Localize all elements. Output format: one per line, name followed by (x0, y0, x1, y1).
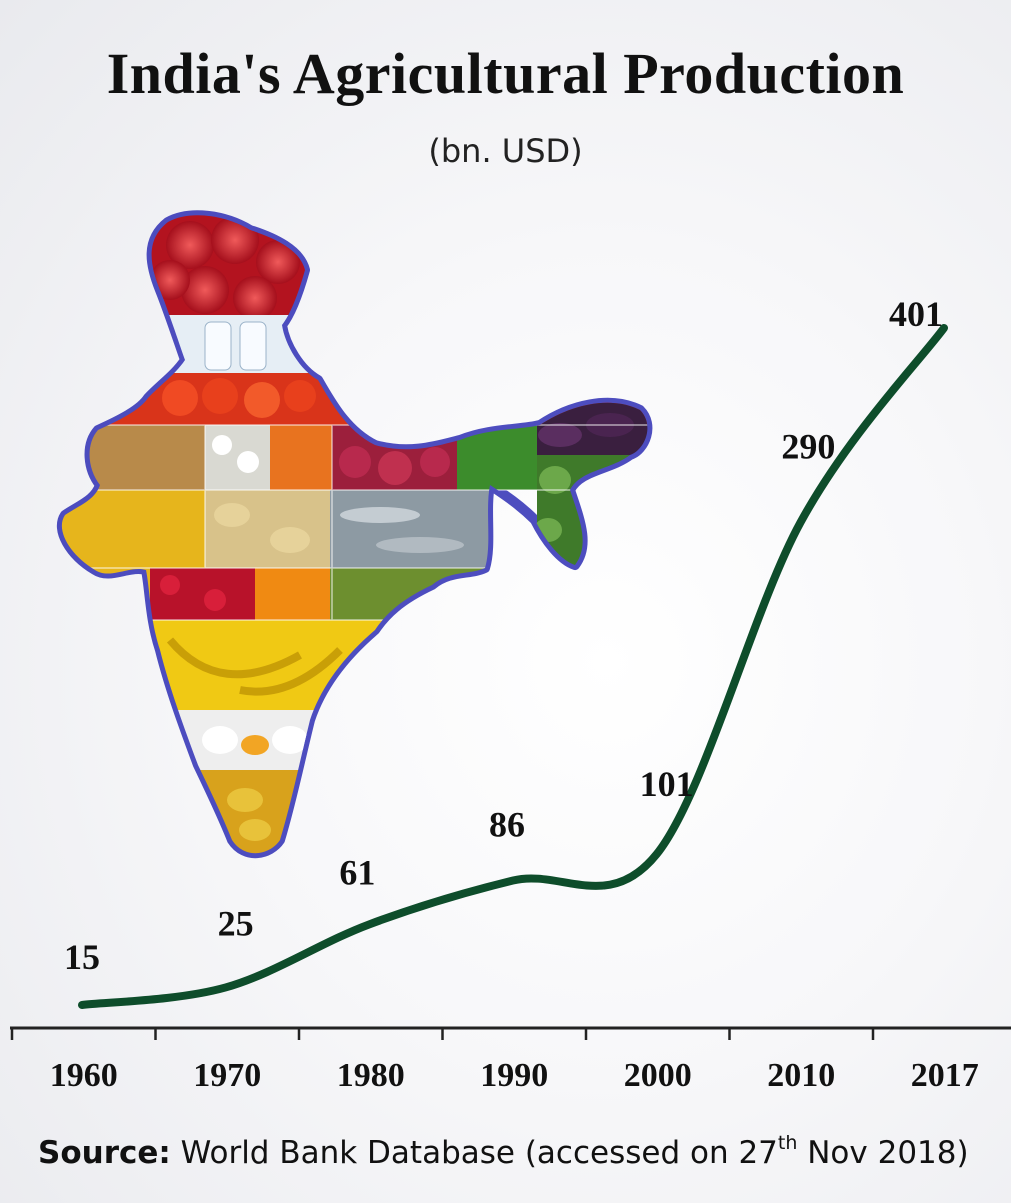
source-label: Source: (38, 1135, 171, 1171)
source-note: Source: World Bank Database (accessed on… (38, 1132, 969, 1172)
source-text-end: Nov 2018) (797, 1135, 969, 1171)
data-label: 15 (64, 937, 100, 977)
data-label: 86 (489, 804, 525, 844)
data-label: 290 (781, 427, 835, 467)
data-label: 61 (339, 852, 375, 892)
x-tick-label: 1980 (337, 1057, 405, 1094)
fish-region (330, 490, 490, 568)
apples-region (61, 215, 648, 315)
india-map-collage (56, 210, 653, 859)
source-text: World Bank Database (accessed on 27 (180, 1135, 778, 1171)
potatoes-region (205, 490, 330, 568)
x-tick-label: 1990 (480, 1057, 548, 1094)
chart-subtitle: (bn. USD) (428, 132, 583, 170)
x-axis-tick-labels: 1960 1970 1980 1990 2000 2010 2017 (50, 1057, 979, 1094)
wheat-region (61, 425, 205, 490)
milk-region (61, 315, 648, 373)
carrots-region (270, 425, 332, 490)
source-superscript: th (777, 1132, 798, 1154)
data-label: 101 (640, 764, 694, 804)
x-tick-label: 2010 (767, 1057, 835, 1094)
marigolds-region (255, 568, 330, 620)
x-tick-label: 2000 (624, 1057, 692, 1094)
data-label: 25 (218, 903, 254, 943)
x-tick-label: 2017 (911, 1057, 979, 1094)
data-label: 401 (889, 294, 943, 334)
chart-title: India's Agricultural Production (106, 41, 905, 106)
eggs-region (61, 710, 500, 770)
x-tick-label: 1970 (193, 1057, 261, 1094)
data-labels: 15 25 61 86 101 290 401 (64, 294, 943, 977)
cotton-region (205, 425, 270, 490)
series-line (78, 324, 948, 1009)
mangoes-region (61, 770, 500, 854)
x-tick-label: 1960 (50, 1057, 118, 1094)
x-axis-ticks (10, 1028, 875, 1040)
maize-region (61, 490, 205, 568)
